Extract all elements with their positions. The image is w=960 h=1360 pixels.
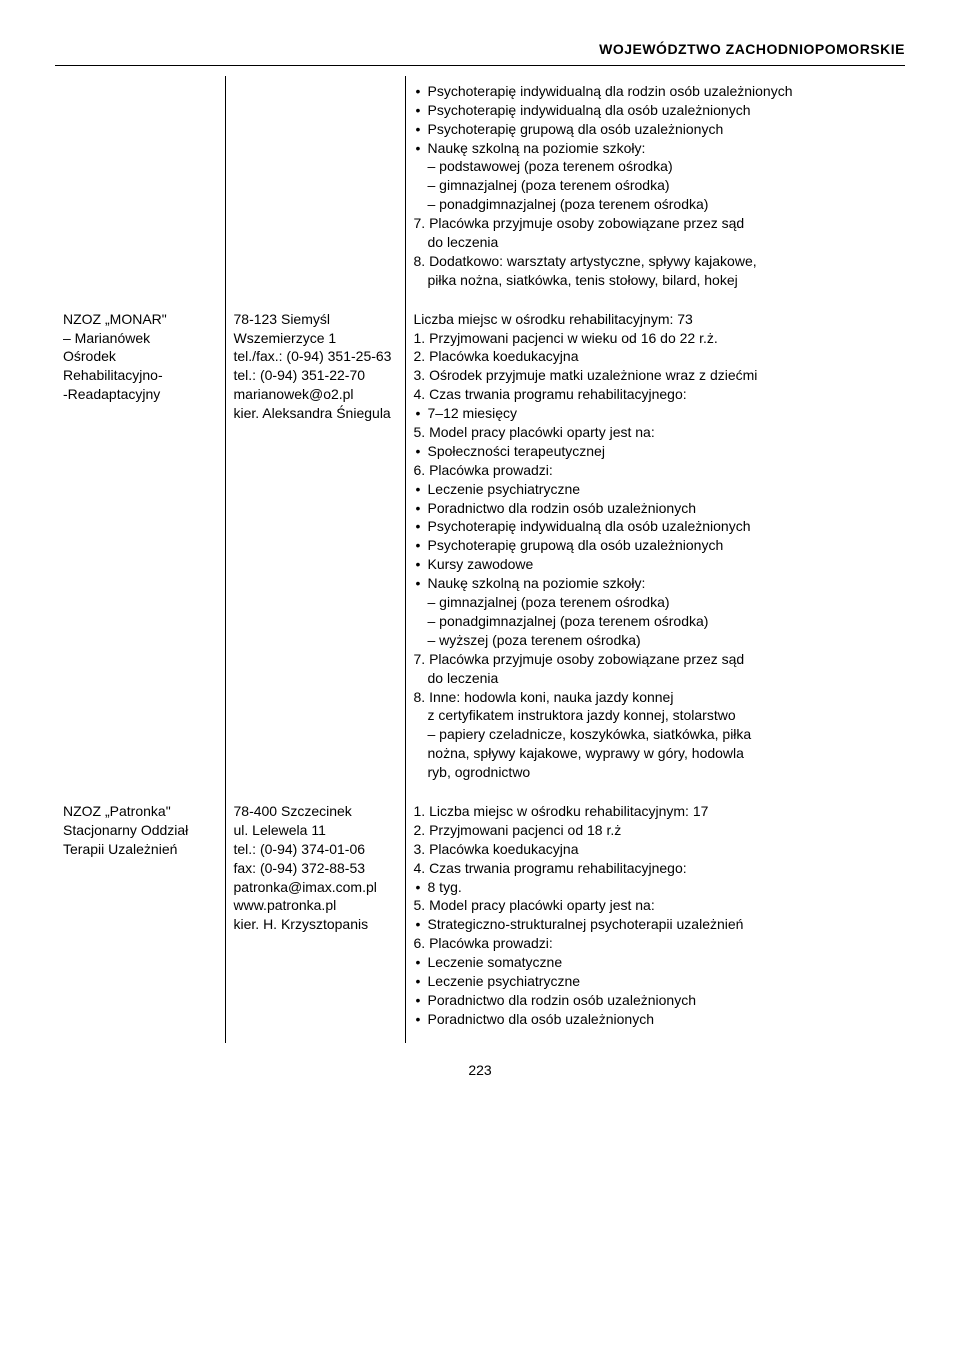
table-row: Psychoterapię indywidualną dla rodzin os… (55, 76, 905, 304)
table-row: NZOZ „Patronka"Stacjonarny OddziałTerapi… (55, 796, 905, 1043)
facility-name (55, 76, 225, 304)
facility-description: Psychoterapię indywidualną dla rodzin os… (405, 76, 905, 304)
facility-name: NZOZ „Patronka"Stacjonarny OddziałTerapi… (55, 796, 225, 1043)
page-header: WOJEWÓDZTWO ZACHODNIOPOMORSKIE (55, 40, 905, 66)
facility-contact (225, 76, 405, 304)
directory-table: Psychoterapię indywidualną dla rodzin os… (55, 76, 905, 1043)
facility-name: NZOZ „MONAR"– MarianówekOśrodek Rehabili… (55, 304, 225, 796)
facility-description: 1. Liczba miejsc w ośrodku rehabilitacyj… (405, 796, 905, 1043)
facility-description: Liczba miejsc w ośrodku rehabilitacyjnym… (405, 304, 905, 796)
page-number: 223 (55, 1061, 905, 1080)
facility-contact: 78-400 Szczecinekul. Lelewela 11tel.: (0… (225, 796, 405, 1043)
facility-contact: 78-123 SiemyślWszemierzyce 1tel./fax.: (… (225, 304, 405, 796)
table-row: NZOZ „MONAR"– MarianówekOśrodek Rehabili… (55, 304, 905, 796)
